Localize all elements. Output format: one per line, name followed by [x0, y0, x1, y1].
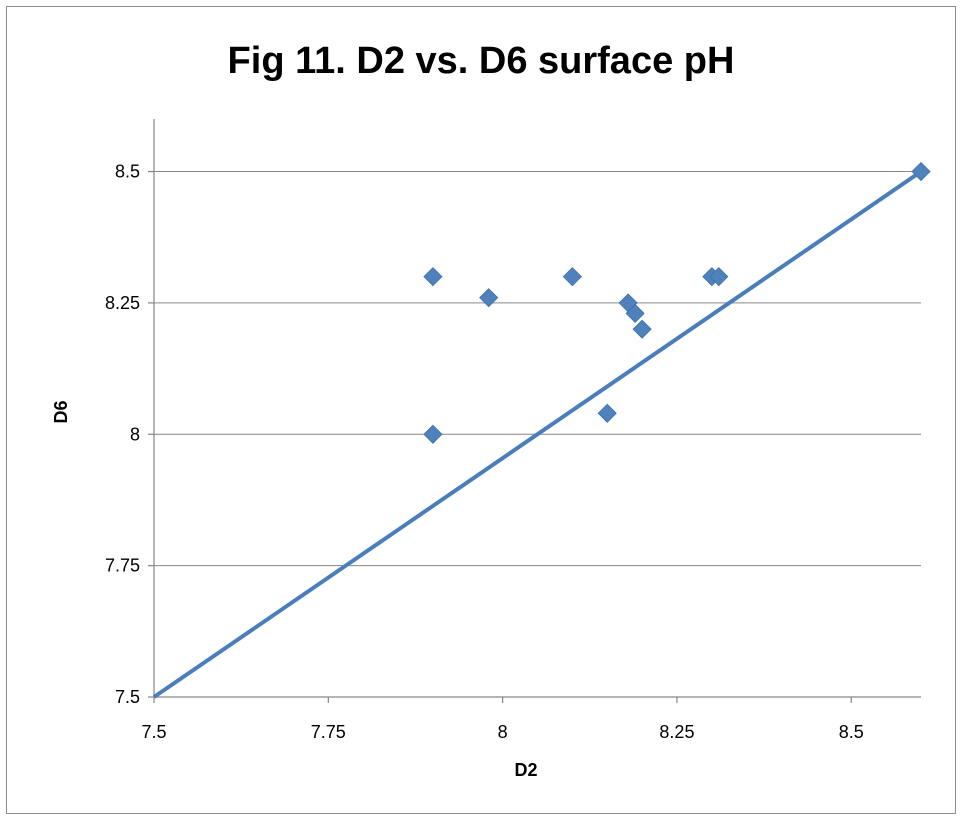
x-tick-label-2: 8 [498, 722, 508, 742]
data-point-0-0 [423, 267, 443, 287]
chart-frame: Fig 11. D2 vs. D6 surface pH 7.5 7.75 8 8.2… [6, 6, 956, 814]
y-axis-label: D6 [51, 400, 71, 423]
gridlines [154, 171, 921, 567]
trendline [152, 169, 923, 699]
y-tick-label-1: 7.75 [105, 556, 140, 576]
scatter-chart: Fig 11. D2 vs. D6 surface pH 7.5 7.75 8 8.2… [51, 40, 931, 780]
y-tick-label-0: 7.5 [115, 687, 140, 707]
data-point-0-6 [625, 303, 645, 323]
data-point-0-3 [562, 267, 582, 287]
data-point-0-1 [423, 424, 443, 444]
y-tick-label-2: 8 [130, 424, 140, 444]
data-point-0-4 [597, 403, 617, 423]
tick-labels: 7.5 7.75 8 8.25 8.5 7.5 7.75 8 8.25 8.5 [105, 162, 864, 742]
data-point-0-9 [709, 267, 729, 287]
x-tick-label-4: 8.5 [839, 722, 864, 742]
x-axis-label: D2 [514, 760, 537, 780]
x-tick-label-3: 8.25 [659, 722, 694, 742]
y-tick-label-4: 8.5 [115, 162, 140, 182]
chart-title: Fig 11. D2 vs. D6 surface pH [228, 40, 735, 82]
trendline-layer [152, 169, 923, 699]
data-point-0-7 [632, 319, 652, 339]
data-point-0-2 [479, 288, 499, 308]
x-tick-label-0: 7.5 [141, 722, 166, 742]
axes [148, 119, 921, 703]
y-tick-label-3: 8.25 [105, 293, 140, 313]
data-points [423, 161, 931, 444]
data-point-0-10 [911, 161, 931, 182]
x-tick-label-1: 7.75 [311, 722, 346, 742]
